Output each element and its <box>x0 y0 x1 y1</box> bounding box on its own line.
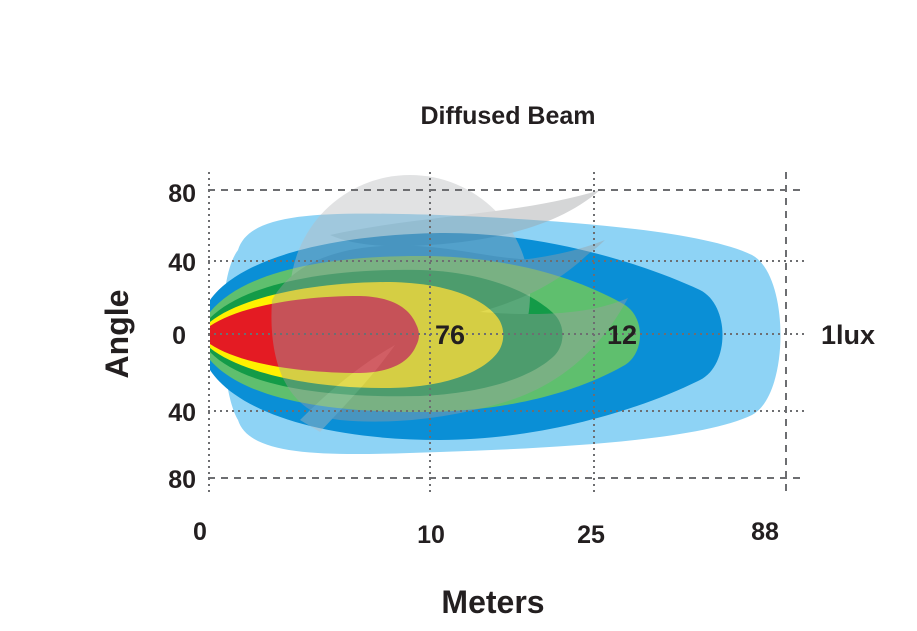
chart-title: Diffused Beam <box>420 102 595 130</box>
xtick-25: 25 <box>577 521 605 549</box>
xtick-88: 88 <box>751 518 779 546</box>
overlay-streak-mid <box>350 240 605 293</box>
overlay-wedge <box>271 244 628 422</box>
y-ticks: 80 40 0 40 80 <box>168 180 196 494</box>
ytick-40-top: 40 <box>168 249 196 277</box>
overlay-streak-top <box>330 190 600 247</box>
ytick-40-bottom: 40 <box>168 399 196 427</box>
ytick-80-top: 80 <box>168 180 196 208</box>
zone-red <box>210 296 419 373</box>
x-axis-label: Meters <box>441 584 544 620</box>
label-12: 12 <box>607 320 637 350</box>
label-1lux: 1lux <box>821 320 875 350</box>
ytick-0: 0 <box>172 322 186 350</box>
y-axis-label: Angle <box>99 290 135 379</box>
ytick-80-bottom: 80 <box>168 466 196 494</box>
x-ticks: 0 10 25 88 <box>193 518 779 549</box>
overlay-circle <box>290 175 530 415</box>
xtick-10: 10 <box>417 521 445 549</box>
grey-overlay <box>271 175 628 432</box>
xtick-0: 0 <box>193 518 207 546</box>
label-76: 76 <box>435 320 465 350</box>
grid <box>208 172 805 496</box>
